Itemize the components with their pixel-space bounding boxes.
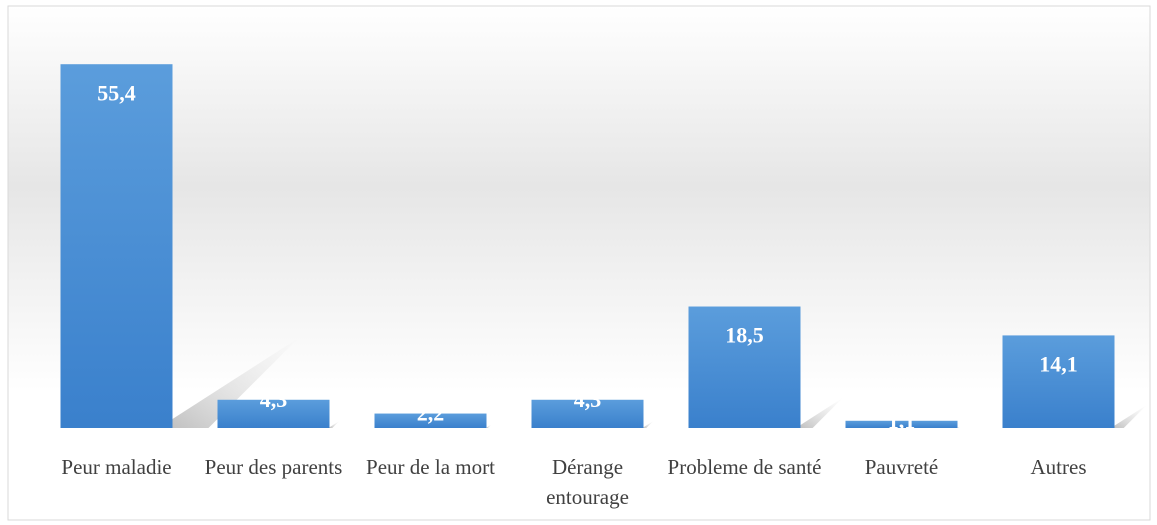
bar-shadow — [172, 338, 299, 428]
value-label: 18,5 — [725, 323, 764, 348]
bar-shadow — [800, 397, 844, 428]
value-label: 2,2 — [417, 401, 445, 426]
bar — [531, 399, 644, 428]
bar — [217, 399, 330, 428]
bar-shadow — [1114, 404, 1147, 428]
value-label: 4,3 — [574, 387, 602, 412]
bar — [1002, 335, 1115, 428]
bar-shadow — [957, 426, 961, 428]
x-tick-label: Peur de la mort — [366, 455, 495, 479]
x-tick-label: Peur des parents — [204, 455, 343, 479]
bar-shadow — [486, 424, 492, 428]
bar — [374, 413, 487, 428]
value-label: 4,3 — [260, 387, 288, 412]
bar — [845, 420, 958, 428]
bar — [60, 64, 173, 428]
bar — [688, 306, 801, 428]
value-label: 55,4 — [97, 80, 136, 105]
x-tick-label: Pauvreté — [864, 455, 939, 479]
chart-area — [7, 5, 1151, 521]
x-tick-label: Peur maladie — [61, 455, 172, 479]
value-label: 1,1 — [888, 408, 916, 433]
value-label: 14,1 — [1039, 351, 1078, 376]
bar-shadow — [643, 420, 654, 428]
x-tick-label: Autres — [1030, 455, 1087, 479]
bar-shadow — [329, 420, 340, 428]
x-tick-label: Dérange entourage — [546, 455, 629, 509]
x-tick-label: Probleme de santé — [667, 455, 822, 479]
